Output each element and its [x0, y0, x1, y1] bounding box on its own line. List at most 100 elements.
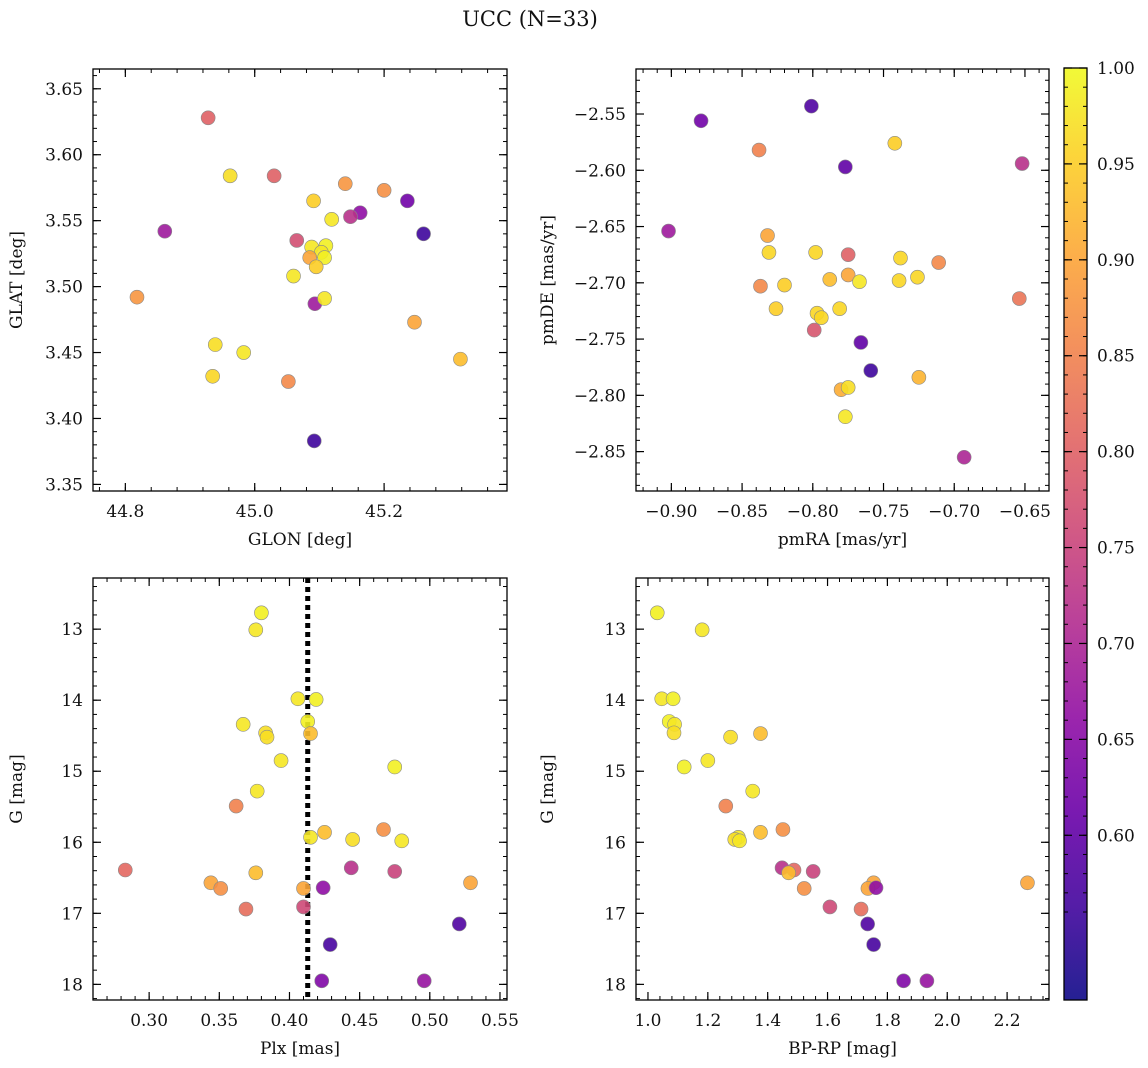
x-tick-label: 0.50	[411, 1011, 449, 1031]
data-point	[296, 881, 311, 896]
x-tick-label: −0.85	[716, 502, 768, 522]
y-tick-label: −2.65	[574, 218, 626, 238]
data-point	[693, 113, 709, 129]
data-point	[745, 783, 761, 799]
y-tick-label: 15	[61, 762, 83, 782]
data-point	[400, 193, 415, 209]
data-point	[286, 268, 301, 284]
data-point	[387, 759, 403, 775]
x-tick-label: 2.2	[994, 1011, 1021, 1031]
data-point	[306, 193, 321, 209]
data-point	[887, 135, 903, 151]
data-point	[852, 274, 867, 289]
data-point	[254, 605, 269, 621]
x-tick-label: −0.90	[645, 502, 697, 522]
colorbar-tick-label: 0.90	[1097, 251, 1135, 271]
y-tick-label: −2.70	[574, 274, 626, 294]
x-tick-label: 45.2	[365, 502, 403, 522]
y-tick-label: −2.80	[574, 386, 626, 406]
axes-frame	[92, 577, 508, 1001]
data-point	[314, 973, 330, 989]
y-tick-label: 13	[61, 620, 83, 640]
data-point	[236, 345, 252, 360]
x-tick-label: 2.0	[934, 1011, 961, 1031]
data-point	[649, 605, 665, 621]
panel-glon-glat: 44.8 45.0 45.2 3.35 3.40 3.45 3.50 3.55 3.60 3.65…	[7, 68, 508, 550]
data-point	[248, 622, 264, 638]
data-point	[700, 753, 716, 768]
y-tick-label: 14	[604, 691, 626, 711]
data-point	[694, 622, 710, 638]
data-point	[777, 277, 792, 293]
data-point	[416, 973, 432, 989]
data-point	[259, 729, 275, 745]
data-point	[840, 247, 856, 262]
data-point	[804, 98, 819, 114]
data-point	[753, 825, 768, 840]
x-tick-label: 1.0	[634, 1011, 661, 1031]
data-point	[117, 862, 133, 878]
y-tick-label: −2.55	[574, 105, 626, 125]
data-point	[723, 729, 738, 745]
data-point	[956, 449, 972, 465]
y-tick-label: 14	[61, 691, 83, 711]
data-point	[761, 245, 777, 260]
data-point	[303, 726, 318, 741]
y-tick-label: 17	[61, 904, 83, 924]
data-point	[322, 937, 338, 952]
data-point	[1011, 291, 1027, 306]
data-point	[213, 881, 229, 896]
y-tick-label: 3.55	[45, 212, 83, 232]
panel-plx-g: 0.30 0.35 0.40 0.45 0.50 0.55 13 14 15 16 17 18 Plx …	[7, 577, 519, 1059]
data-point	[665, 691, 681, 707]
x-axis-label: Plx [mas]	[260, 1039, 340, 1059]
x-tick-label: 45.0	[236, 502, 274, 522]
data-point	[249, 783, 265, 799]
y-tick-label: 17	[604, 904, 626, 924]
data-point	[911, 370, 927, 385]
y-tick-label: −2.75	[574, 330, 626, 350]
data-point	[308, 259, 324, 275]
data-point	[806, 322, 822, 338]
data-point	[840, 267, 856, 283]
x-tick-label: 1.2	[694, 1011, 721, 1031]
data-point	[853, 335, 869, 350]
data-point	[343, 860, 359, 876]
data-point	[337, 176, 353, 192]
data-point	[207, 337, 223, 352]
data-point	[273, 753, 289, 768]
data-point	[306, 433, 322, 449]
data-point	[248, 865, 264, 881]
x-axis-label: pmRA [mas/yr]	[778, 530, 907, 550]
data-point	[666, 725, 682, 741]
colorbar-tick-label: 0.80	[1097, 443, 1135, 463]
data-point	[228, 798, 244, 814]
data-point	[205, 368, 220, 384]
y-tick-label: 3.65	[45, 80, 83, 100]
y-tick-label: 3.35	[45, 475, 83, 495]
y-axis-label: G [mag]	[7, 754, 27, 823]
data-point	[832, 301, 847, 316]
panel-bprp-g: 1.0 1.2 1.4 1.6 1.8 2.0 2.2 13 14 15 16 17 18 BP-RP […	[538, 577, 1050, 1059]
x-tick-label: 44.8	[106, 502, 144, 522]
data-point	[289, 233, 305, 248]
data-point	[866, 937, 881, 952]
data-point	[808, 245, 823, 260]
x-tick-label: −0.80	[787, 502, 839, 522]
x-tick-label: 0.35	[200, 1011, 238, 1031]
data-point	[1014, 156, 1030, 171]
data-point	[345, 832, 360, 847]
data-point	[317, 825, 332, 840]
colorbar-tick-label: 1.00	[1097, 59, 1135, 79]
colorbar-tick-label: 0.70	[1097, 634, 1135, 654]
data-point	[235, 717, 251, 732]
data-point	[775, 822, 791, 837]
y-tick-label: 15	[604, 762, 626, 782]
figure-title: UCC (N=33)	[462, 7, 598, 31]
data-point	[813, 310, 829, 325]
x-tick-label: 0.30	[130, 1011, 168, 1031]
data-point	[822, 899, 838, 915]
x-tick-label: 1.8	[874, 1011, 901, 1031]
colorbar-tick-label: 0.60	[1097, 826, 1135, 846]
data-point	[315, 880, 331, 896]
